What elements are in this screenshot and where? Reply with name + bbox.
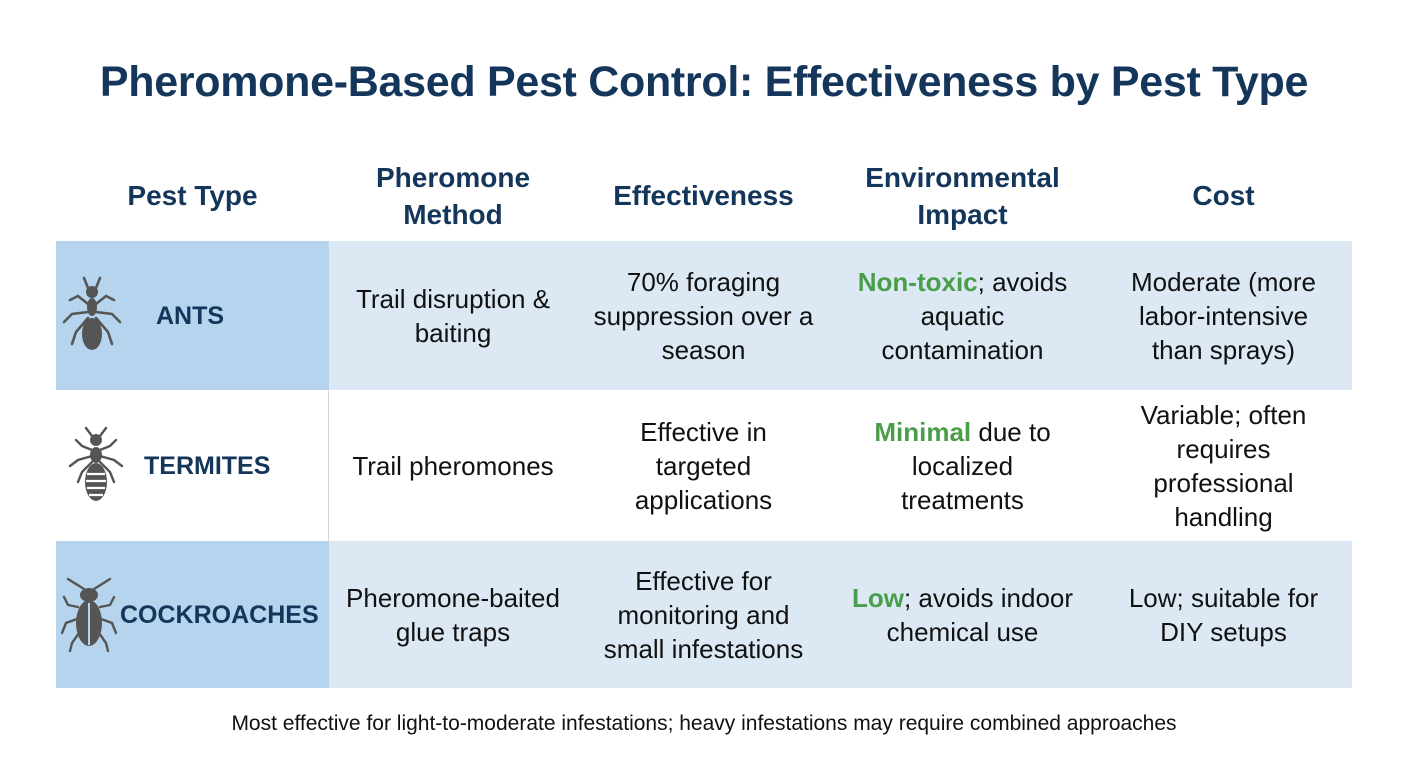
header-pheromone-method: Pheromone Method (375, 161, 531, 230)
header-cost: Cost (1192, 180, 1255, 211)
table-row: ANTS Trail disruption & baiting 70% fora… (56, 241, 1352, 390)
effectiveness-cell: 70% foraging suppression over a season (593, 266, 814, 365)
table-row: COCKROACHES Pheromone-baited glue traps … (56, 541, 1352, 688)
impact-highlight: Minimal (874, 416, 972, 447)
comparison-table: Pest Type Pheromone Method Effectiveness… (56, 150, 1352, 688)
impact-highlight: Low (851, 582, 904, 613)
header-effectiveness: Effectiveness (613, 180, 794, 211)
table-row: TERMITES Trail pheromones Effective in t… (56, 390, 1352, 541)
header-environmental-impact: Environmental Impact (865, 161, 1060, 230)
header-pest-type: Pest Type (127, 180, 258, 211)
cost-cell: Variable; often requires professional ha… (1140, 399, 1307, 532)
pest-type-cell: TERMITES (56, 390, 329, 541)
cost-cell: Low; suitable for DIY setups (1128, 582, 1319, 647)
pest-label: ANTS (156, 301, 225, 330)
effectiveness-cell: Effective for monitoring and small infes… (603, 565, 804, 664)
table-header-row: Pest Type Pheromone Method Effectiveness… (56, 150, 1352, 241)
impact-highlight: Non-toxic (857, 266, 978, 297)
footnote: Most effective for light-to-moderate inf… (231, 712, 1177, 735)
pest-label: COCKROACHES (120, 600, 319, 629)
pest-type-cell: ANTS (56, 241, 329, 390)
ant-icon (62, 276, 122, 350)
cockroach-icon (60, 577, 118, 652)
effectiveness-cell: Effective in targeted applications (634, 416, 773, 515)
termite-icon (68, 426, 124, 501)
impact-cell: Low; avoids indoor chemical use (851, 582, 1074, 647)
pest-label: TERMITES (144, 451, 271, 480)
method-cell: Pheromone-baited glue traps (346, 582, 560, 647)
method-cell: Trail pheromones (352, 450, 554, 481)
method-cell: Trail disruption & baiting (355, 283, 551, 348)
pest-type-cell: COCKROACHES (56, 541, 329, 688)
impact-cell: Minimal due to localized treatments (874, 416, 1051, 515)
cost-cell: Moderate (more labor-intensive than spra… (1131, 266, 1316, 365)
page-title: Pheromone-Based Pest Control: Effectiven… (99, 58, 1309, 106)
impact-cell: Non-toxic; avoids aquatic contamination (857, 266, 1068, 365)
